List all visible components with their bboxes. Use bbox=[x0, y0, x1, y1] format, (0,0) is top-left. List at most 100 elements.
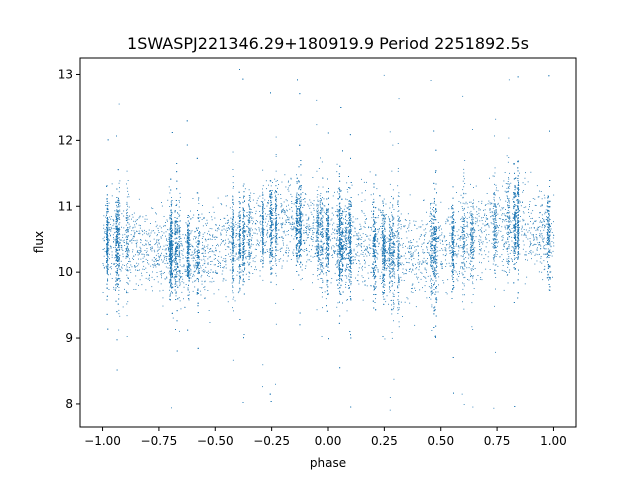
data-point bbox=[126, 315, 128, 317]
data-point bbox=[275, 230, 277, 232]
data-point bbox=[118, 289, 120, 291]
data-point bbox=[262, 229, 264, 231]
data-point bbox=[384, 245, 386, 247]
data-point bbox=[493, 239, 495, 240]
data-point bbox=[169, 240, 171, 242]
data-point bbox=[169, 241, 170, 243]
data-point bbox=[248, 189, 250, 191]
data-point bbox=[321, 225, 322, 227]
data-point bbox=[471, 216, 473, 218]
data-point bbox=[320, 213, 322, 215]
data-point bbox=[391, 262, 392, 264]
data-point bbox=[462, 248, 464, 250]
data-point bbox=[508, 271, 510, 273]
data-point bbox=[127, 235, 129, 237]
data-point bbox=[508, 190, 509, 192]
data-point bbox=[336, 223, 338, 225]
data-point bbox=[507, 198, 508, 199]
data-point bbox=[462, 197, 464, 199]
data-point bbox=[249, 213, 251, 215]
data-point bbox=[275, 220, 277, 221]
data-point bbox=[506, 195, 508, 197]
data-point bbox=[389, 265, 391, 267]
data-point bbox=[470, 206, 472, 207]
data-point bbox=[262, 238, 264, 240]
data-point bbox=[336, 214, 338, 216]
data-point bbox=[464, 160, 466, 161]
data-point bbox=[119, 245, 120, 247]
data-point bbox=[494, 214, 496, 216]
data-point bbox=[398, 259, 400, 261]
data-point bbox=[317, 251, 319, 253]
data-point bbox=[169, 215, 171, 217]
data-point bbox=[508, 264, 510, 265]
data-point bbox=[316, 236, 318, 238]
data-point bbox=[431, 290, 433, 292]
data-point bbox=[392, 255, 394, 257]
data-point bbox=[494, 211, 496, 213]
data-point bbox=[471, 223, 473, 224]
data-point bbox=[431, 283, 432, 284]
data-point bbox=[248, 247, 250, 249]
data-point bbox=[249, 216, 251, 218]
data-point bbox=[493, 242, 495, 244]
data-point bbox=[169, 243, 171, 245]
data-point bbox=[248, 244, 250, 246]
data-point bbox=[178, 216, 180, 218]
data-point bbox=[389, 291, 391, 293]
data-point bbox=[274, 240, 276, 242]
data-point bbox=[495, 211, 497, 213]
data-point bbox=[472, 258, 474, 259]
data-point bbox=[391, 304, 392, 306]
data-point bbox=[389, 249, 390, 251]
data-point bbox=[321, 296, 323, 298]
data-point bbox=[336, 210, 338, 212]
data-point bbox=[248, 229, 250, 231]
data-point bbox=[171, 407, 172, 409]
data-point bbox=[346, 208, 348, 209]
data-point bbox=[431, 304, 433, 306]
data-point bbox=[171, 203, 173, 205]
data-point bbox=[463, 247, 464, 249]
data-point bbox=[262, 242, 264, 244]
data-point bbox=[432, 208, 433, 210]
data-point bbox=[249, 228, 251, 230]
data-point bbox=[170, 270, 172, 272]
data-point bbox=[262, 241, 264, 242]
data-point bbox=[391, 267, 393, 269]
data-point bbox=[383, 235, 385, 237]
data-point bbox=[262, 204, 264, 206]
data-point bbox=[179, 273, 181, 274]
data-point bbox=[493, 210, 495, 212]
data-point bbox=[398, 295, 399, 297]
data-point bbox=[430, 244, 432, 246]
data-point bbox=[397, 247, 399, 249]
data-point bbox=[249, 195, 251, 197]
data-point bbox=[178, 236, 180, 238]
data-point bbox=[463, 241, 464, 243]
data-point bbox=[118, 249, 120, 251]
data-point bbox=[248, 195, 250, 196]
data-point bbox=[469, 247, 471, 249]
data-point bbox=[430, 229, 432, 231]
data-point bbox=[382, 213, 384, 215]
data-point bbox=[469, 256, 471, 258]
data-point bbox=[494, 205, 496, 207]
data-point bbox=[127, 254, 128, 255]
data-point bbox=[318, 222, 319, 224]
data-point bbox=[472, 258, 474, 259]
data-point bbox=[170, 264, 171, 266]
data-point bbox=[262, 386, 263, 388]
data-point bbox=[345, 234, 346, 236]
data-point bbox=[431, 250, 433, 252]
data-point bbox=[126, 218, 128, 220]
data-point bbox=[322, 197, 323, 198]
data-point bbox=[232, 255, 234, 256]
data-point bbox=[493, 247, 495, 249]
data-point bbox=[381, 254, 383, 256]
data-point bbox=[391, 229, 393, 230]
data-point bbox=[508, 183, 510, 185]
data-point bbox=[274, 196, 276, 197]
data-point bbox=[262, 213, 263, 214]
data-point bbox=[430, 291, 432, 292]
